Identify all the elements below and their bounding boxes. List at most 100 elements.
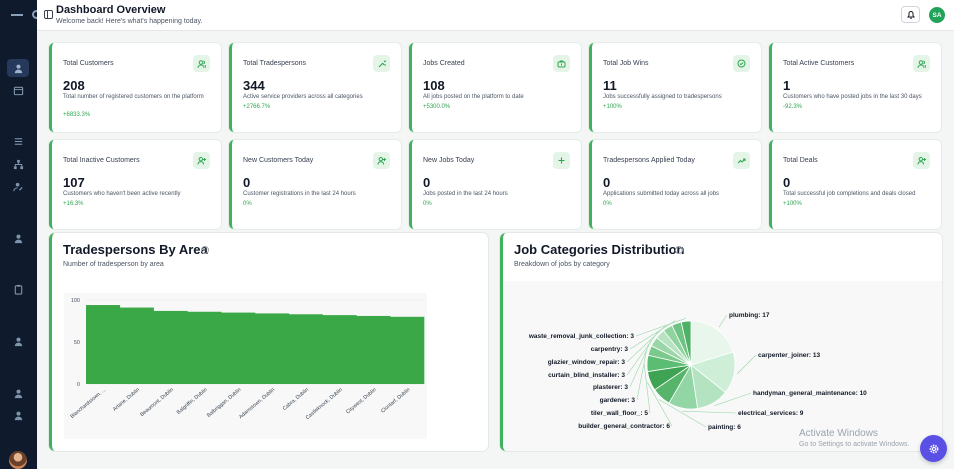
stat-card-description: Total successful job completions and dea… <box>783 191 916 197</box>
pie-leader-line <box>682 410 737 414</box>
pie-slice-label: carpentry: 3 <box>591 346 629 353</box>
stat-card-value: 0 <box>243 175 251 190</box>
stat-card-change: +100% <box>783 201 802 207</box>
pie-slice-label: plumbing: 17 <box>729 312 770 319</box>
bar[interactable] <box>390 316 425 384</box>
pie-leader-line <box>636 349 647 401</box>
stat-card-description: Customers who have posted jobs in the la… <box>783 94 922 100</box>
pie-leader-line <box>646 382 673 427</box>
user-icon <box>14 64 22 73</box>
sidebar-item-user-edit[interactable] <box>7 177 29 195</box>
stat-card-value: 344 <box>243 78 265 93</box>
sidebar-toggle-icon[interactable] <box>44 10 53 19</box>
user-edit-icon <box>12 182 23 191</box>
bar[interactable] <box>119 307 154 384</box>
pie-leader-line <box>635 318 686 337</box>
stat-card-description: Total number of registered customers on … <box>63 94 204 100</box>
bar[interactable] <box>356 315 391 384</box>
user-avatar[interactable] <box>9 451 27 469</box>
y-tick-label: 100 <box>71 298 80 304</box>
stat-card-icon-wrap <box>733 55 750 72</box>
tradespersons-by-area-panel: Tradespersons By Area i Number of trades… <box>49 233 488 451</box>
stat-card: Total Inactive Customers 107 Customers who… <box>49 140 221 229</box>
trending-up-icon <box>737 158 746 164</box>
pie-panel-title: Job Categories Distribution <box>514 242 685 257</box>
sidebar-item-calendar[interactable] <box>7 81 29 99</box>
bar[interactable] <box>153 310 188 384</box>
sidebar-item-network[interactable] <box>7 155 29 173</box>
stat-card-title: Jobs Created <box>423 60 465 67</box>
stat-card: Jobs Created 108 All jobs posted on the pl… <box>409 43 581 132</box>
pie-slice[interactable] <box>690 320 734 366</box>
stat-card-description: All jobs posted on the platform to date <box>423 94 524 100</box>
calendar-icon <box>13 86 23 95</box>
page-title: Dashboard Overview <box>56 4 166 16</box>
stat-card-description: Jobs posted in the last 24 hours <box>423 191 508 197</box>
stat-card-title: Total Tradespersons <box>243 60 307 67</box>
pie-slice-label: carpenter_joiner: 13 <box>758 352 821 359</box>
stat-card-value: 107 <box>63 175 85 190</box>
pie-slice-label: glazier_window_repair: 3 <box>548 359 626 366</box>
bar[interactable] <box>288 314 323 384</box>
stat-card-title: Total Inactive Customers <box>63 157 140 164</box>
stat-card-change: +2766.7% <box>243 104 271 110</box>
bar[interactable] <box>255 313 290 384</box>
stat-card-icon-wrap <box>733 152 750 169</box>
top-header: Dashboard Overview Welcome back! Here's … <box>37 0 954 31</box>
user-icon <box>14 234 22 243</box>
pie-leader-line <box>626 324 667 363</box>
gear-icon <box>929 444 938 453</box>
info-icon[interactable]: i <box>201 246 209 254</box>
info-icon[interactable]: i <box>675 246 683 254</box>
list-icon <box>14 137 22 145</box>
stat-card-description: Customer registrations in the last 24 ho… <box>243 191 356 197</box>
stat-card-change: +100% <box>603 104 622 110</box>
sidebar-item-customers[interactable] <box>7 332 29 350</box>
stat-card-value: 0 <box>783 175 791 190</box>
bar[interactable] <box>322 315 357 384</box>
pie-slice-label: waste_removal_junk_collection: 3 <box>528 333 635 340</box>
pie-slice[interactable] <box>680 320 692 366</box>
check-circle-icon <box>737 59 746 68</box>
sidebar-item-profile[interactable] <box>7 406 29 424</box>
pie-slice-label: plasterer: 3 <box>593 384 628 391</box>
bar[interactable] <box>86 305 121 384</box>
stat-card-icon-wrap <box>553 152 570 169</box>
pie-leader-line <box>643 363 651 414</box>
pie-leader-line <box>736 354 757 374</box>
pie-slice-label: curtain_blind_installer: 3 <box>548 372 625 379</box>
pie-leader-line <box>626 331 659 376</box>
sidebar-item-admins[interactable] <box>7 384 29 402</box>
sidebar-item-list[interactable] <box>7 132 29 150</box>
bar[interactable] <box>221 312 256 384</box>
stat-card-change: 0% <box>603 201 612 207</box>
page-subtitle: Welcome back! Here's what's happening to… <box>56 18 203 25</box>
stat-card-value: 208 <box>63 78 85 93</box>
user-icon <box>14 411 22 420</box>
settings-button[interactable] <box>920 435 947 462</box>
users-icon <box>917 60 926 68</box>
stat-card: New Jobs Today 0 Jobs posted in the last 2… <box>409 140 581 229</box>
stat-card: Total Job Wins 11 Jobs successfully assign… <box>589 43 761 132</box>
avatar[interactable]: SA <box>929 7 945 23</box>
pie-leader-line <box>718 314 728 328</box>
menu-icon[interactable] <box>11 14 23 16</box>
stat-card-icon-wrap <box>553 55 570 72</box>
stat-card-title: Total Deals <box>783 157 818 164</box>
plus-icon <box>558 157 565 164</box>
sidebar-item-dashboard[interactable] <box>7 59 29 77</box>
pie-leader-line <box>658 399 707 428</box>
stat-card-icon-wrap <box>193 152 210 169</box>
sidebar <box>0 0 41 469</box>
pie-slice-label: painting: 6 <box>708 424 741 431</box>
stat-card-icon-wrap <box>913 152 930 169</box>
stat-card-title: Total Job Wins <box>603 60 649 67</box>
stat-card-description: Jobs successfully assigned to tradespers… <box>603 94 722 100</box>
sidebar-item-users[interactable] <box>7 229 29 247</box>
clipboard-icon <box>14 284 22 295</box>
bar[interactable] <box>187 311 222 384</box>
stat-card: Total Active Customers 1 Customers who hav… <box>769 43 941 132</box>
notifications-button[interactable] <box>901 6 920 23</box>
sidebar-item-clipboard[interactable] <box>7 280 29 298</box>
